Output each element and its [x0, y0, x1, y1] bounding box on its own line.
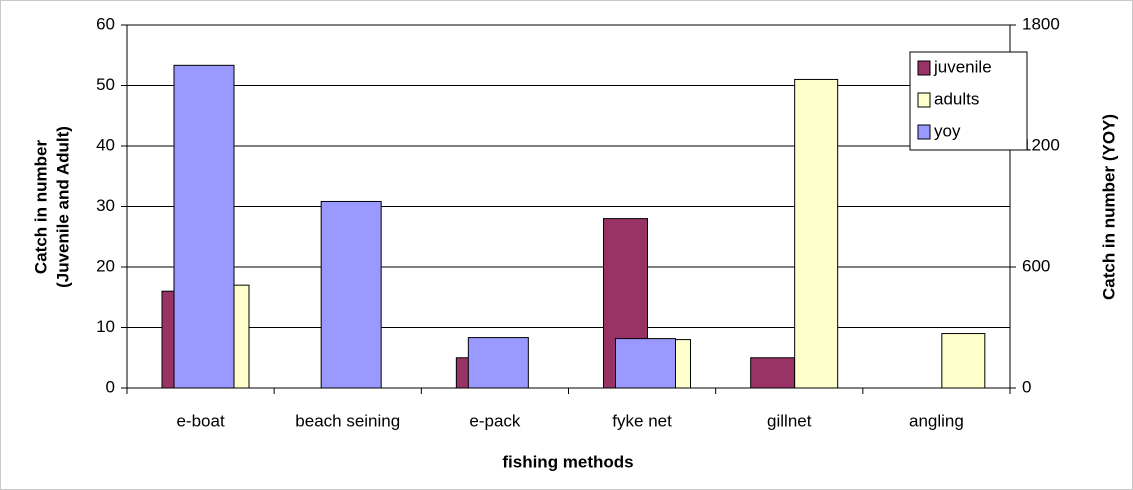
y2-tick-label: 1200	[1022, 135, 1060, 154]
bar	[320, 200, 382, 389]
legend-swatch	[917, 60, 931, 76]
y-tick-label: 0	[106, 377, 115, 396]
bar	[615, 338, 676, 389]
y-axis-label-group: Catch in number (Juvenile and Adult)	[31, 126, 72, 288]
y-tick-label: 60	[96, 14, 115, 33]
y-tick-label: 50	[96, 75, 115, 94]
x-tick-label: fyke net	[612, 411, 672, 430]
legend-label: adults	[934, 89, 979, 108]
legend-swatch	[917, 92, 931, 108]
x-tick-label: beach seining	[295, 411, 400, 430]
y2-axis-label: Catch in number (YOY)	[1099, 114, 1118, 300]
x-axis-label: fishing methods	[502, 452, 633, 471]
bar	[750, 357, 796, 389]
y-tick-label: 30	[96, 196, 115, 215]
x-tick-label: gillnet	[767, 411, 812, 430]
y2-tick-label: 1800	[1022, 14, 1060, 33]
y2-tick-label: 600	[1022, 256, 1050, 275]
y-axis-label: (Juvenile and Adult)	[53, 126, 72, 288]
legend-swatch	[917, 124, 931, 140]
bar	[941, 333, 986, 389]
y-tick-label: 10	[96, 317, 115, 336]
bar	[173, 64, 235, 389]
y-tick-label: 40	[96, 135, 115, 154]
legend-label: juvenile	[933, 57, 992, 76]
x-tick-label: e-boat	[176, 411, 224, 430]
y2-axis-label-group: Catch in number (YOY)	[1099, 114, 1118, 300]
y-tick-label: 20	[96, 256, 115, 275]
bar	[467, 337, 529, 389]
x-tick-label: angling	[909, 411, 964, 430]
x-tick-label: e-pack	[469, 411, 521, 430]
legend-label: yoy	[934, 121, 961, 140]
bar	[794, 78, 839, 389]
y2-tick-label: 0	[1022, 377, 1031, 396]
y-axis-label: Catch in number	[31, 140, 50, 275]
